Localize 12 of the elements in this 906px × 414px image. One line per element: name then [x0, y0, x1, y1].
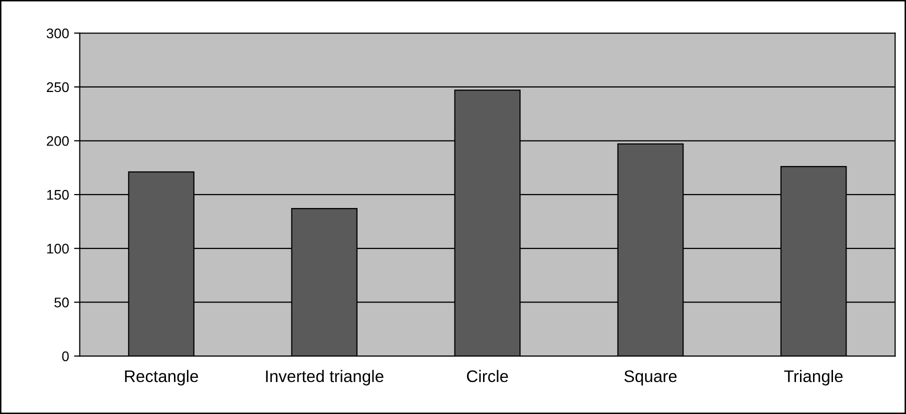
- x-tick-label: Square: [624, 370, 677, 386]
- y-tick-label: 200: [46, 136, 69, 146]
- y-tick-label: 300: [46, 28, 69, 38]
- y-tick-label: 100: [47, 244, 69, 254]
- x-tick-label: Inverted triangle: [266, 370, 384, 386]
- y-tick-label: 150: [47, 190, 69, 200]
- x-tick-label: Circle: [466, 370, 508, 382]
- y-tick-label: 250: [46, 82, 69, 92]
- y-tick-label: 50: [54, 298, 69, 308]
- x-tick-label: Triangle: [784, 370, 843, 386]
- x-tick-label: Rectangle: [125, 370, 198, 386]
- y-tick-label: 0: [62, 351, 69, 362]
